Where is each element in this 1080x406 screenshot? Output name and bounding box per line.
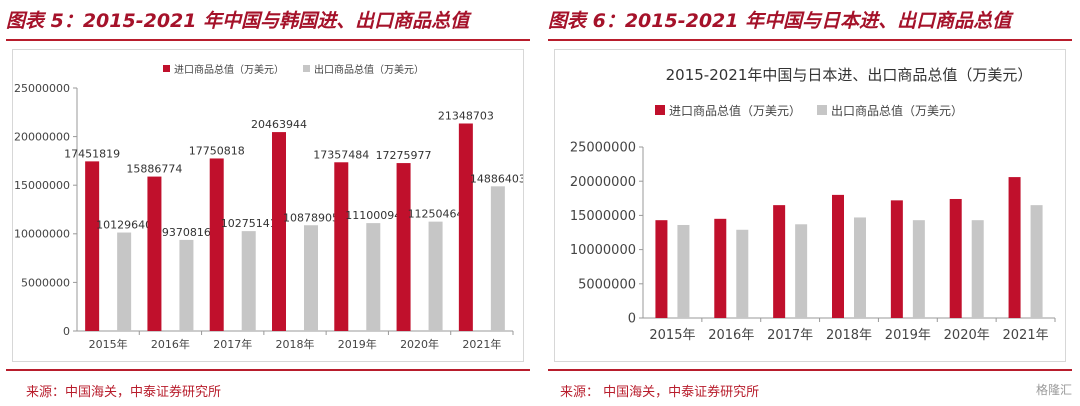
y-tick-label: 25000000 bbox=[14, 82, 70, 95]
y-tick-label: 20000000 bbox=[570, 175, 636, 190]
export-bar-2019年 bbox=[366, 223, 381, 331]
x-tick-label: 2018年 bbox=[276, 337, 315, 351]
legend-swatch-export bbox=[817, 105, 827, 115]
y-tick-label: 0 bbox=[63, 325, 70, 338]
export-bar-2020年 bbox=[971, 220, 984, 318]
export-bar-2021年 bbox=[1030, 205, 1043, 318]
x-tick-label: 2021年 bbox=[462, 337, 501, 351]
watermark-text: 格隆汇 bbox=[1035, 383, 1072, 397]
left-source-rule bbox=[6, 369, 530, 371]
import-bar-2021年 bbox=[458, 123, 473, 332]
y-tick-label: 15000000 bbox=[14, 179, 70, 192]
import-bar-2020年 bbox=[396, 163, 411, 331]
legend-label-export: 出口商品总值（万美元） bbox=[314, 63, 424, 76]
x-tick-label: 2016年 bbox=[151, 337, 190, 351]
export-data-label: 10275141 bbox=[221, 217, 277, 230]
legend-label-export: 出口商品总值（万美元） bbox=[831, 103, 963, 118]
import-bar-2021年 bbox=[1008, 177, 1021, 318]
x-tick-label: 2020年 bbox=[944, 328, 990, 343]
import-data-label: 17451819 bbox=[64, 147, 120, 160]
import-data-label: 17750818 bbox=[189, 144, 245, 157]
y-tick-label: 20000000 bbox=[14, 130, 70, 143]
import-bar-2017年 bbox=[773, 205, 786, 318]
right-panel: 图表 6：2015-2021 年中国与日本进、出口商品总值 2015-2021年… bbox=[548, 0, 1072, 406]
x-tick-label: 2019年 bbox=[338, 337, 377, 351]
x-tick-label: 2015年 bbox=[649, 328, 695, 343]
y-tick-label: 5000000 bbox=[578, 277, 636, 292]
export-bar-2018年 bbox=[304, 225, 318, 331]
y-tick-label: 25000000 bbox=[570, 141, 636, 156]
import-bar-2019年 bbox=[890, 200, 903, 318]
legend-swatch-export bbox=[303, 65, 310, 72]
import-bar-2017年 bbox=[209, 158, 224, 331]
import-bar-2015年 bbox=[85, 161, 100, 331]
import-bar-2018年 bbox=[832, 194, 844, 318]
legend-label-import: 进口商品总值（万美元） bbox=[174, 63, 284, 76]
x-tick-label: 2015年 bbox=[89, 337, 128, 351]
legend-label-import: 进口商品总值（万美元） bbox=[669, 103, 801, 118]
export-bar-2015年 bbox=[677, 224, 690, 318]
import-data-label: 17275977 bbox=[376, 149, 432, 162]
right-bar-chart: 2015-2021年中国与日本进、出口商品总值（万美元） 进口商品总值（万美元） 出… bbox=[570, 66, 1056, 343]
import-data-label: 17357484 bbox=[313, 148, 369, 161]
export-bar-2016年 bbox=[736, 229, 749, 318]
export-data-label: 9370816 bbox=[162, 226, 211, 239]
export-bar-2017年 bbox=[795, 224, 808, 318]
legend-swatch-import bbox=[655, 105, 665, 115]
right-source-rule bbox=[548, 369, 1072, 371]
x-tick-label: 2018年 bbox=[826, 328, 872, 343]
y-tick-label: 10000000 bbox=[570, 243, 636, 258]
export-data-label: 10878905 bbox=[283, 211, 339, 224]
import-bar-2015年 bbox=[655, 220, 668, 318]
y-tick-label: 10000000 bbox=[14, 228, 70, 241]
y-tick-label: 5000000 bbox=[21, 276, 70, 289]
left-panel-heading: 图表 5：2015-2021 年中国与韩国进、出口商品总值 bbox=[6, 10, 470, 32]
left-heading-rule bbox=[6, 39, 530, 41]
right-heading-rule bbox=[548, 39, 1072, 41]
export-data-label: 11250464 bbox=[408, 208, 464, 221]
export-bar-2016年 bbox=[179, 239, 194, 331]
import-data-label: 21348703 bbox=[438, 109, 494, 122]
x-tick-label: 2017年 bbox=[767, 328, 813, 343]
export-data-label: 11100094 bbox=[345, 209, 401, 222]
y-tick-label: 0 bbox=[628, 312, 636, 327]
right-panel-heading: 图表 6：2015-2021 年中国与日本进、出口商品总值 bbox=[548, 10, 1012, 32]
y-tick-label: 15000000 bbox=[570, 209, 636, 224]
export-data-label: 10129640 bbox=[96, 219, 152, 232]
export-bar-2018年 bbox=[854, 217, 866, 318]
export-bar-2015年 bbox=[117, 232, 132, 331]
import-data-label: 15886774 bbox=[126, 163, 182, 176]
x-tick-label: 2021年 bbox=[1003, 328, 1049, 343]
left-panel: 图表 5：2015-2021 年中国与韩国进、出口商品总值 进口商品总值（万美元… bbox=[6, 0, 530, 406]
left-source-note: 来源：中国海关，中泰证券研究所 bbox=[26, 385, 222, 400]
import-bar-2016年 bbox=[714, 218, 727, 318]
left-bar-chart: 进口商品总值（万美元） 出口商品总值（万美元） 0 5000000 10000000 15… bbox=[14, 63, 526, 351]
left-chart-frame: 进口商品总值（万美元） 出口商品总值（万美元） 0 5000000 10000000 15… bbox=[12, 49, 526, 362]
import-bar-2019年 bbox=[334, 162, 349, 331]
import-bar-2020年 bbox=[949, 198, 962, 318]
import-bar-2016年 bbox=[147, 176, 162, 331]
export-bar-2021年 bbox=[490, 186, 505, 331]
import-bar-2018年 bbox=[272, 132, 286, 331]
x-tick-label: 2019年 bbox=[885, 328, 931, 343]
import-data-label: 20463944 bbox=[251, 118, 307, 131]
x-tick-label: 2020年 bbox=[400, 337, 439, 351]
legend-swatch-import bbox=[163, 65, 170, 72]
right-source-note: 来源： 中国海关，中泰证券研究所 bbox=[560, 385, 760, 400]
right-chart-frame: 2015-2021年中国与日本进、出口商品总值（万美元） 进口商品总值（万美元） 出… bbox=[554, 49, 1066, 362]
x-tick-label: 2017年 bbox=[213, 337, 252, 351]
export-bar-2019年 bbox=[912, 220, 925, 318]
export-data-label: 14886403 bbox=[470, 172, 523, 185]
export-bar-2020年 bbox=[428, 221, 443, 331]
x-tick-label: 2016年 bbox=[708, 328, 754, 343]
export-bar-2017年 bbox=[241, 231, 256, 331]
chart-title: 2015-2021年中国与日本进、出口商品总值（万美元） bbox=[666, 66, 1033, 84]
